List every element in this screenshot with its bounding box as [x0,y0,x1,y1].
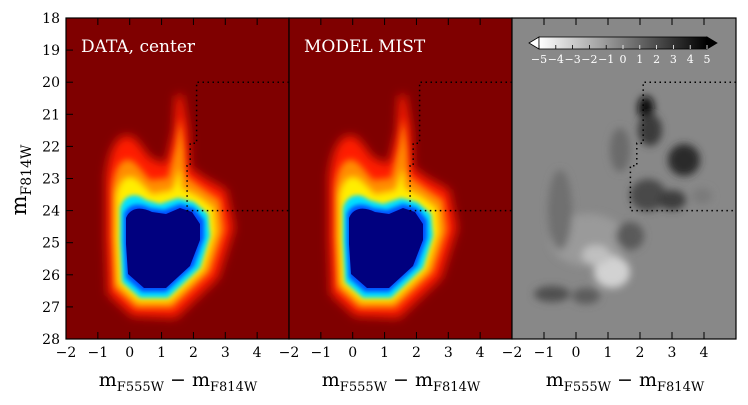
x-tick-label: 0 [572,345,581,361]
x-tick-label: 4 [476,345,485,361]
x-axis-label-model-sub2: F814W [433,380,481,395]
x-axis-label-residual-m1: m [546,369,564,391]
colorbar-tick-label: 4 [687,53,694,66]
y-axis-label: mF814W [7,144,35,215]
colorbar-tick-label: −3 [564,53,580,66]
x-tick-label: 3 [444,345,453,361]
colorbar-tick-label: 2 [653,53,660,66]
panel-data-label: DATA, center [81,37,196,57]
x-axis-label-data: mF555W − mF814W [99,369,258,395]
colorbar-tick-label: −4 [548,53,564,66]
x-axis-label-residual-sub1: F555W [564,380,612,395]
colorbar-tick-label: 1 [636,53,643,66]
colorbar-tick-label: 5 [704,53,711,66]
x-axis-label-model-m2: − m [387,369,433,391]
x-tick-label: −2 [279,345,300,361]
panel-model: MODEL MIST −2 −1 0 1 2 3 4 [279,17,513,361]
x-tick-label: −1 [311,345,332,361]
x-tick-label: 4 [253,345,262,361]
x-axis-label-residual: mF555W − mF814W [546,369,705,395]
x-tick-label: 0 [125,345,134,361]
x-tick-label: 2 [189,345,198,361]
y-axis-label-sub: F814W [19,144,35,195]
colorbar-tick-label: −1 [598,53,614,66]
y-tick-label: 26 [42,268,60,284]
x-axis-label-model-m1: m [322,369,340,391]
panel-model-label: MODEL MIST [304,37,426,57]
panel-model-x-ticks: −2 −1 0 1 2 3 4 [279,18,485,361]
y-tick-label: 28 [42,332,60,348]
y-tick-label: 20 [42,75,60,91]
x-tick-label: 1 [157,345,166,361]
x-axis-label-model-sub1: F555W [340,380,388,395]
x-tick-label: 0 [348,345,357,361]
y-tick-label: 24 [42,204,60,220]
panel-model-region-outline [409,81,512,212]
x-tick-label: 3 [221,345,230,361]
panel-data: DATA, center −2 −1 0 1 2 3 4 18192021222324252… [42,11,290,361]
panel-residual-background [512,18,736,339]
colorbar-tick-label: −2 [581,53,597,66]
x-tick-label: 4 [700,345,709,361]
x-tick-label: −1 [88,345,109,361]
panel-data-y-ticks: 18 19 20 21 22 23 24 25 26 27 28 [42,11,73,348]
y-tick-label: 25 [42,236,60,252]
x-axis-label-data-sub1: F555W [117,380,165,395]
x-axis-label-residual-sub2: F814W [657,380,705,395]
colorbar-tick-label: 0 [620,53,627,66]
x-tick-label: 1 [380,345,389,361]
x-axis-label-residual-m2: − m [611,369,657,391]
x-tick-label: 2 [636,345,645,361]
y-axis-label-main: m [7,195,31,215]
x-axis-label-model: mF555W − mF814W [322,369,481,395]
x-axis-label-data-sub2: F814W [210,380,258,395]
y-tick-label: 22 [42,139,60,155]
x-tick-label: 2 [412,345,421,361]
y-tick-label: 21 [42,107,60,123]
x-tick-label: 3 [668,345,677,361]
panel-residual-map [534,96,712,304]
x-axis-label-data-m2: − m [164,369,210,391]
panel-data-x-ticks: −2 −1 0 1 2 3 4 [56,18,262,361]
panel-data-region-outline [186,81,289,212]
x-tick-label: −2 [56,345,77,361]
colorbar-tick-label: 3 [670,53,677,66]
residual-colorbar: −5 −4 −3 −2 −1 0 1 2 3 4 5 [528,36,718,66]
y-tick-label: 19 [42,43,60,59]
x-tick-label: 1 [604,345,613,361]
x-axis-label-data-m1: m [99,369,117,391]
panel-residual-x-ticks: −2 −1 0 1 2 3 4 [502,18,709,361]
colorbar-ticks: −5 −4 −3 −2 −1 0 1 2 3 4 5 [531,45,711,66]
y-tick-label: 23 [42,172,60,188]
x-tick-label: −2 [502,345,523,361]
y-tick-label: 27 [42,300,60,316]
panel-residual-frame [511,17,737,340]
y-tick-label: 18 [42,11,60,27]
colorbar-tick-label: −5 [531,53,547,66]
panel-residual-region-outline [629,81,736,212]
x-tick-label: −1 [534,345,555,361]
panel-residual: −5 −4 −3 −2 −1 0 1 2 3 4 5 −2 −1 0 1 2 3 4 [502,17,737,361]
colorbar-extend-high [706,36,718,50]
